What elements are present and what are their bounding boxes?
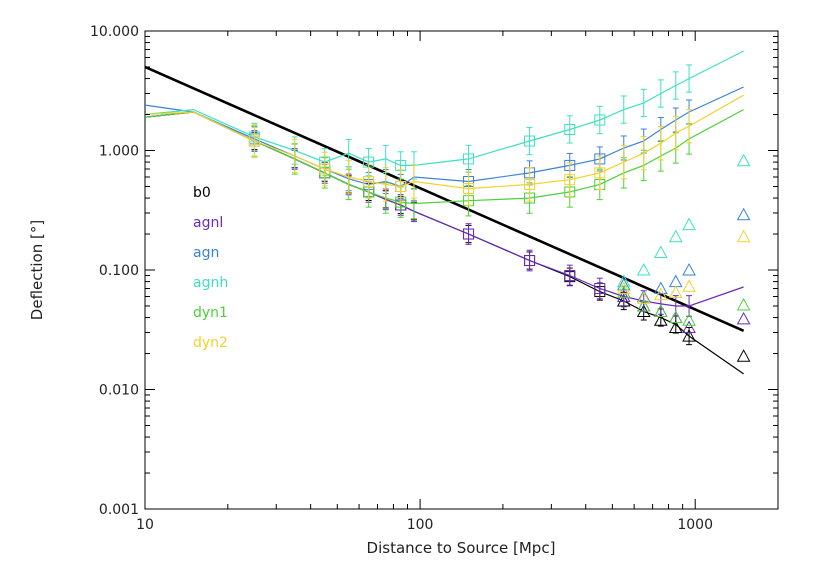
series-line [144,111,744,307]
series-line [144,86,744,188]
triangle-marker [616,285,631,298]
triangle-marker [653,281,668,295]
square-marker [463,183,475,195]
triangle-marker [736,229,751,243]
y-tick-label: 0.100 [99,263,139,279]
triangle-marker [736,297,751,311]
x-tick-label: 10 [136,517,154,533]
triangle-marker [736,349,751,362]
x-tick-label: 1000 [677,517,713,533]
triangle-marker [668,274,683,288]
plot-frame [144,30,779,510]
legend-entry: dyn1 [193,305,228,321]
triangle-marker [682,262,696,276]
triangle-marker [668,320,683,334]
triangle-marker [736,153,751,167]
series-agnh [144,50,751,288]
x-axis-title: Distance to Source [Mpc] [367,539,556,557]
tick-layer: 10 100 1000 0.001 0.010 0.100 1.000 10.000 [90,24,779,533]
y-tick-label: 0.010 [99,383,139,399]
legend-entry: agnl [193,215,223,231]
triangle-marker [682,329,696,342]
triangle-marker [636,262,651,276]
series-dyn2 [144,94,751,304]
series-b0 [144,111,751,375]
triangle-marker [653,287,668,301]
square-marker [564,123,576,135]
legend-entry: agnh [193,275,228,291]
triangle-marker [668,310,683,324]
triangle-marker [653,313,668,326]
square-marker [594,114,606,126]
legend-entry: dyn2 [193,335,228,351]
square-marker [594,283,606,295]
square-marker [524,135,536,147]
triangle-marker [668,229,683,243]
series-layer [144,50,751,375]
legend: b0 agnl agn agnh dyn1 dyn2 [193,185,228,351]
triangle-marker [616,277,631,291]
triangle-marker [653,245,668,259]
x-tick-label: 100 [407,517,434,533]
triangle-marker [682,279,696,292]
y-axis-title: Deflection [°] [28,220,46,320]
square-marker [395,180,407,192]
square-marker [319,163,331,175]
triangle-marker [668,285,683,298]
reference-line-layer [144,65,745,332]
triangle-marker [682,217,696,231]
series-line [144,94,744,190]
triangle-marker [653,304,668,317]
triangle-marker [616,289,631,303]
square-marker [524,255,536,267]
square-marker [363,176,375,188]
legend-entry: agn [193,245,219,261]
triangle-marker [736,207,751,221]
triangle-marker [636,291,651,304]
square-marker [564,174,576,186]
y-tick-label: 10.000 [90,24,139,40]
legend-entry: b0 [193,185,211,201]
triangle-marker [616,281,631,295]
triangle-marker [682,320,696,334]
series-line [144,109,744,205]
square-marker [524,178,536,190]
series-line [144,50,744,166]
square-marker [248,135,260,147]
square-marker [463,228,475,240]
triangle-marker [636,298,651,312]
square-marker [564,269,576,281]
square-marker [594,167,606,179]
triangle-marker [636,289,651,303]
triangle-marker [736,311,751,325]
series-agn [144,86,751,303]
triangle-marker [682,313,696,326]
series-line [144,111,744,375]
square-marker [463,153,475,165]
reference-line [144,65,745,332]
y-tick-label: 0.001 [99,502,139,518]
y-tick-label: 1.000 [99,144,139,160]
